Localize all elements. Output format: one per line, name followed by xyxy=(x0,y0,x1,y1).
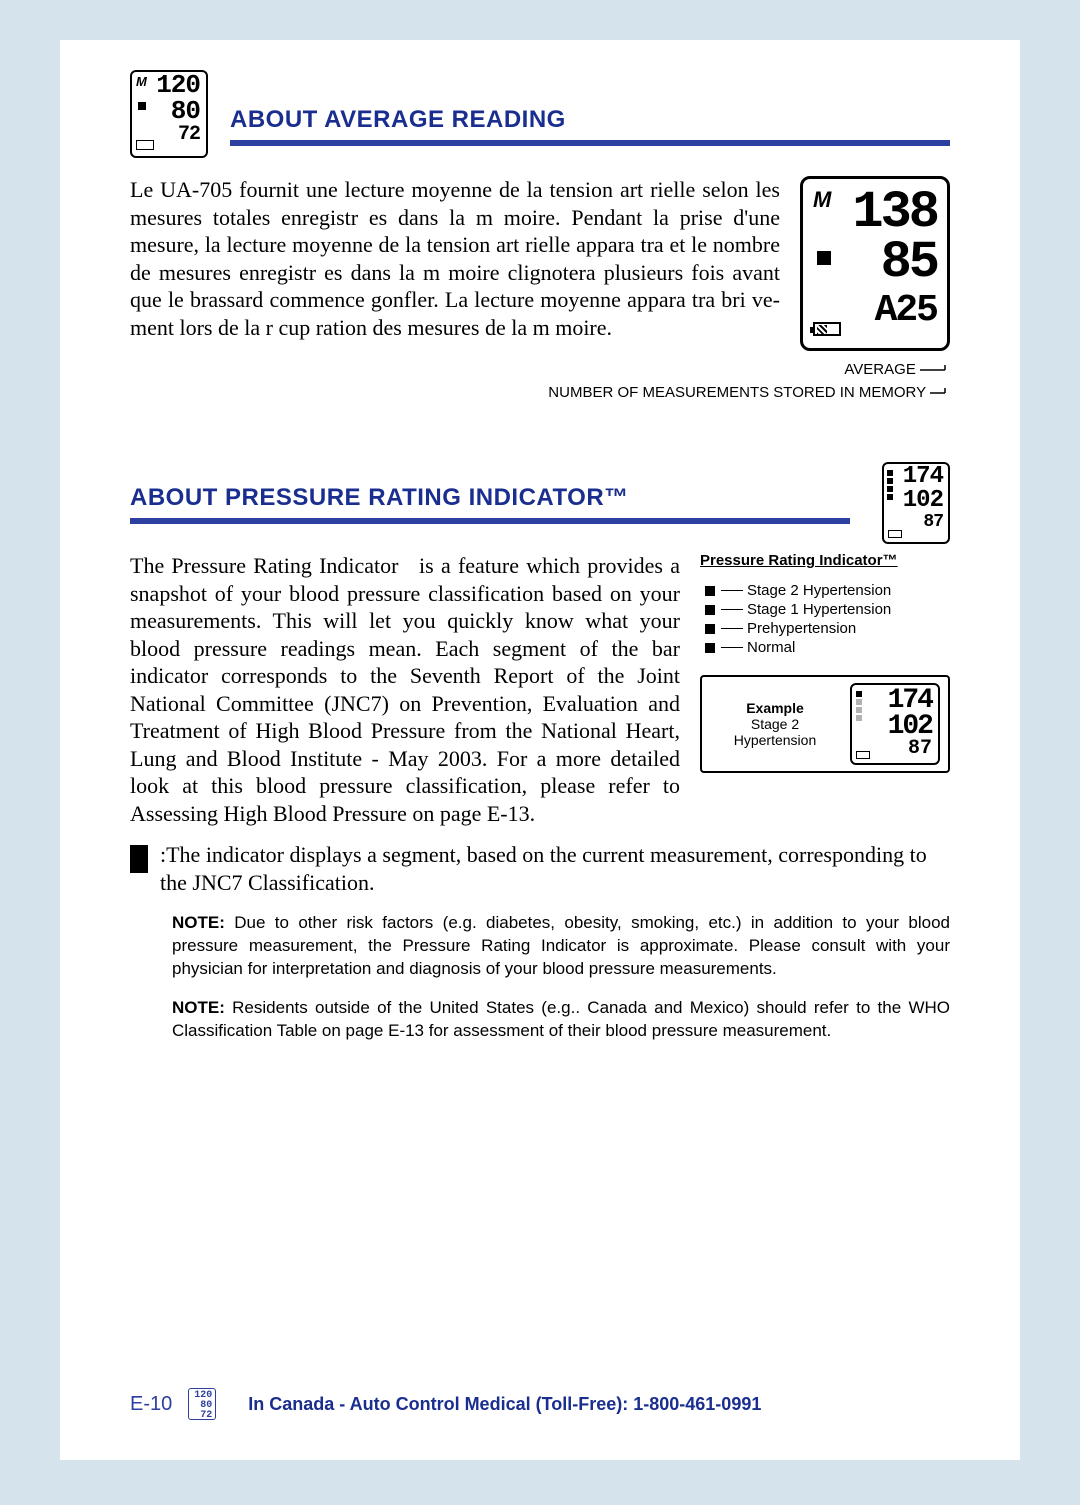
lcd-big-average: M 138 85 A25 xyxy=(800,176,950,351)
example-label: Example xyxy=(710,700,840,716)
section-1-header: M 120 80 72 ABOUT AVERAGE READING xyxy=(130,90,950,146)
callouts: AVERAGE NUMBER OF MEASUREMENTS STORED IN… xyxy=(130,359,950,404)
icon2-pulse: 87 xyxy=(923,514,943,530)
rule-2 xyxy=(130,518,850,524)
heading-pri: ABOUT PRESSURE RATING INDICATOR™ xyxy=(130,474,950,512)
example-stage: Stage 2 Hypertension xyxy=(710,716,840,748)
icon1-sys: 120 xyxy=(156,74,200,97)
big-dia: 85 xyxy=(881,233,937,292)
mini-lcd-icon: 120 80 72 xyxy=(188,1388,216,1420)
icon2-dia: 102 xyxy=(903,490,943,512)
level-3: Normal xyxy=(747,639,795,656)
page-footer: E-10 120 80 72 In Canada - Auto Control … xyxy=(130,1388,950,1420)
page-number: E-10 xyxy=(130,1393,172,1416)
big-avg: A25 xyxy=(875,289,937,332)
lcd-icon-pri: 174 102 87 xyxy=(882,462,950,544)
heading-average: ABOUT AVERAGE READING xyxy=(230,90,950,134)
para-average: Le UA-705 fournit une lecture moyenne de… xyxy=(130,176,780,351)
lcd-example: 174 102 87 xyxy=(850,683,940,765)
section-2-header: ABOUT PRESSURE RATING INDICATOR™ 174 102… xyxy=(130,474,950,524)
icon1-pulse: 72 xyxy=(178,126,200,144)
bullet-text: :The indicator displays a segment, based… xyxy=(160,841,950,896)
note-2: NOTE: Residents outside of the United St… xyxy=(172,997,950,1043)
manual-page: M 120 80 72 ABOUT AVERAGE READING Le UA-… xyxy=(60,40,1020,1460)
level-2: Prehypertension xyxy=(747,620,856,637)
callout-num: NUMBER OF MEASUREMENTS STORED IN MEMORY xyxy=(548,384,926,401)
lcd-icon-average: M 120 80 72 xyxy=(130,70,208,158)
example-box: Example Stage 2 Hypertension 174 102 87 xyxy=(700,675,950,773)
icon1-dia: 80 xyxy=(171,100,200,123)
level-0: Stage 2 Hypertension xyxy=(747,582,891,599)
square-icon xyxy=(130,845,148,873)
pri-levels: Stage 2 Hypertension Stage 1 Hypertensio… xyxy=(700,579,950,659)
pri-title: Pressure Rating Indicator™ xyxy=(700,552,950,569)
callout-average: AVERAGE xyxy=(844,361,915,378)
note2-text: Residents outside of the United States (… xyxy=(172,998,950,1040)
indicator-bullet: :The indicator displays a segment, based… xyxy=(130,841,950,896)
note-1: NOTE: Due to other risk factors (e.g. di… xyxy=(172,912,950,981)
pri-figure: Pressure Rating Indicator™ Stage 2 Hyper… xyxy=(700,552,950,773)
para-pri: The Pressure Rating Indicator is a feat… xyxy=(130,552,680,827)
level-1: Stage 1 Hypertension xyxy=(747,601,891,618)
icon2-sys: 174 xyxy=(903,466,943,488)
section-2: ABOUT PRESSURE RATING INDICATOR™ 174 102… xyxy=(130,474,950,1043)
note1-label: NOTE: xyxy=(172,913,225,932)
ex-pulse: 87 xyxy=(908,737,932,760)
section-2-body: The Pressure Rating Indicator is a feat… xyxy=(130,552,950,827)
note2-label: NOTE: xyxy=(172,998,225,1017)
rule-1 xyxy=(230,140,950,146)
note1-text: Due to other risk factors (e.g. diabetes… xyxy=(172,913,950,978)
section-1-body: Le UA-705 fournit une lecture moyenne de… xyxy=(130,176,950,351)
footer-text: In Canada - Auto Control Medical (Toll-F… xyxy=(248,1394,761,1415)
